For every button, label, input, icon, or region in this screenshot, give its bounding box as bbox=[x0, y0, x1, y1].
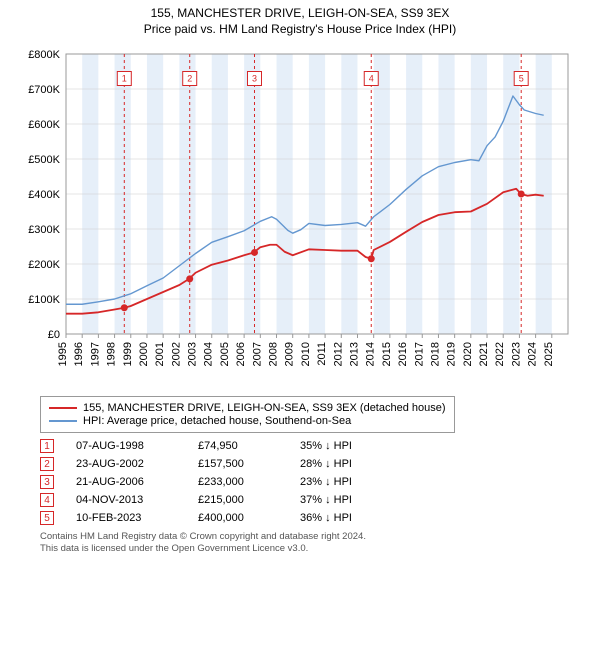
sale-marker-number: 1 bbox=[40, 439, 54, 453]
sale-row: 3 21-AUG-2006 £233,000 23% ↓ HPI bbox=[40, 475, 580, 489]
svg-text:2018: 2018 bbox=[429, 342, 441, 366]
svg-text:2009: 2009 bbox=[284, 342, 296, 366]
svg-text:2003: 2003 bbox=[187, 342, 199, 366]
svg-text:2011: 2011 bbox=[316, 342, 328, 366]
sale-row: 4 04-NOV-2013 £215,000 37% ↓ HPI bbox=[40, 493, 580, 507]
sale-price: £400,000 bbox=[198, 512, 278, 524]
svg-text:1999: 1999 bbox=[122, 342, 134, 366]
sale-delta: 37% ↓ HPI bbox=[300, 494, 390, 506]
svg-text:1998: 1998 bbox=[106, 342, 118, 366]
svg-text:2001: 2001 bbox=[154, 342, 166, 366]
svg-text:2019: 2019 bbox=[446, 342, 458, 366]
sale-date: 04-NOV-2013 bbox=[76, 494, 176, 506]
title-subtitle: Price paid vs. HM Land Registry's House … bbox=[10, 22, 590, 36]
svg-text:1997: 1997 bbox=[89, 342, 101, 366]
svg-text:2006: 2006 bbox=[235, 342, 247, 366]
svg-text:2013: 2013 bbox=[348, 342, 360, 366]
svg-text:2015: 2015 bbox=[381, 342, 393, 366]
svg-text:£700K: £700K bbox=[28, 84, 60, 96]
sale-row: 2 23-AUG-2002 £157,500 28% ↓ HPI bbox=[40, 457, 580, 471]
svg-text:2012: 2012 bbox=[332, 342, 344, 366]
svg-text:£500K: £500K bbox=[28, 154, 60, 166]
sale-marker-number: 3 bbox=[40, 475, 54, 489]
svg-text:2004: 2004 bbox=[203, 342, 215, 366]
svg-text:5: 5 bbox=[519, 74, 524, 84]
svg-text:2: 2 bbox=[187, 74, 192, 84]
title-block: 155, MANCHESTER DRIVE, LEIGH-ON-SEA, SS9… bbox=[0, 0, 600, 38]
sale-date: 10-FEB-2023 bbox=[76, 512, 176, 524]
legend-label: 155, MANCHESTER DRIVE, LEIGH-ON-SEA, SS9… bbox=[83, 402, 446, 414]
title-address: 155, MANCHESTER DRIVE, LEIGH-ON-SEA, SS9… bbox=[10, 6, 590, 20]
footer-line-1: Contains HM Land Registry data © Crown c… bbox=[40, 531, 580, 543]
svg-text:2002: 2002 bbox=[170, 342, 182, 366]
svg-text:2000: 2000 bbox=[138, 342, 150, 366]
footer-attribution: Contains HM Land Registry data © Crown c… bbox=[40, 531, 580, 556]
sale-row: 1 07-AUG-1998 £74,950 35% ↓ HPI bbox=[40, 439, 580, 453]
legend-swatch bbox=[49, 420, 77, 422]
svg-text:2007: 2007 bbox=[251, 342, 263, 366]
svg-text:£300K: £300K bbox=[28, 224, 60, 236]
sale-row: 5 10-FEB-2023 £400,000 36% ↓ HPI bbox=[40, 511, 580, 525]
svg-text:2005: 2005 bbox=[219, 342, 231, 366]
sale-marker-number: 2 bbox=[40, 457, 54, 471]
sale-delta: 28% ↓ HPI bbox=[300, 458, 390, 470]
svg-text:£100K: £100K bbox=[28, 294, 60, 306]
sale-price: £215,000 bbox=[198, 494, 278, 506]
svg-text:2021: 2021 bbox=[478, 342, 490, 366]
svg-text:£800K: £800K bbox=[28, 49, 60, 61]
sale-date: 07-AUG-1998 bbox=[76, 440, 176, 452]
svg-text:2022: 2022 bbox=[494, 342, 506, 366]
svg-text:£400K: £400K bbox=[28, 189, 60, 201]
sale-delta: 36% ↓ HPI bbox=[300, 512, 390, 524]
sale-delta: 35% ↓ HPI bbox=[300, 440, 390, 452]
svg-text:4: 4 bbox=[369, 74, 374, 84]
svg-text:2010: 2010 bbox=[300, 342, 312, 366]
svg-text:£600K: £600K bbox=[28, 119, 60, 131]
sale-date: 21-AUG-2006 bbox=[76, 476, 176, 488]
svg-text:2020: 2020 bbox=[462, 342, 474, 366]
sale-price: £157,500 bbox=[198, 458, 278, 470]
svg-text:2017: 2017 bbox=[413, 342, 425, 366]
svg-text:2016: 2016 bbox=[397, 342, 409, 366]
svg-text:3: 3 bbox=[252, 74, 257, 84]
svg-text:2023: 2023 bbox=[510, 342, 522, 366]
svg-text:2008: 2008 bbox=[268, 342, 280, 366]
svg-text:2025: 2025 bbox=[543, 342, 555, 366]
chart: £0 £100K £200K £300K £400K £500K £600K £700K £80… bbox=[20, 46, 580, 386]
legend-item: HPI: Average price, detached house, Sout… bbox=[49, 415, 446, 427]
sale-price: £74,950 bbox=[198, 440, 278, 452]
sale-delta: 23% ↓ HPI bbox=[300, 476, 390, 488]
sale-marker-number: 5 bbox=[40, 511, 54, 525]
legend-label: HPI: Average price, detached house, Sout… bbox=[83, 415, 351, 427]
svg-text:£200K: £200K bbox=[28, 259, 60, 271]
footer-line-2: This data is licensed under the Open Gov… bbox=[40, 543, 580, 555]
legend-item: 155, MANCHESTER DRIVE, LEIGH-ON-SEA, SS9… bbox=[49, 402, 446, 414]
svg-text:1: 1 bbox=[122, 74, 127, 84]
svg-text:£0: £0 bbox=[48, 329, 60, 341]
svg-text:2014: 2014 bbox=[365, 342, 377, 366]
svg-text:2024: 2024 bbox=[527, 342, 539, 366]
svg-text:1995: 1995 bbox=[57, 342, 69, 366]
svg-text:1996: 1996 bbox=[73, 342, 85, 366]
legend: 155, MANCHESTER DRIVE, LEIGH-ON-SEA, SS9… bbox=[40, 396, 455, 433]
sale-marker-number: 4 bbox=[40, 493, 54, 507]
sale-price: £233,000 bbox=[198, 476, 278, 488]
sale-date: 23-AUG-2002 bbox=[76, 458, 176, 470]
sales-table: 1 07-AUG-1998 £74,950 35% ↓ HPI 2 23-AUG-2002… bbox=[40, 439, 580, 525]
legend-swatch bbox=[49, 407, 77, 409]
